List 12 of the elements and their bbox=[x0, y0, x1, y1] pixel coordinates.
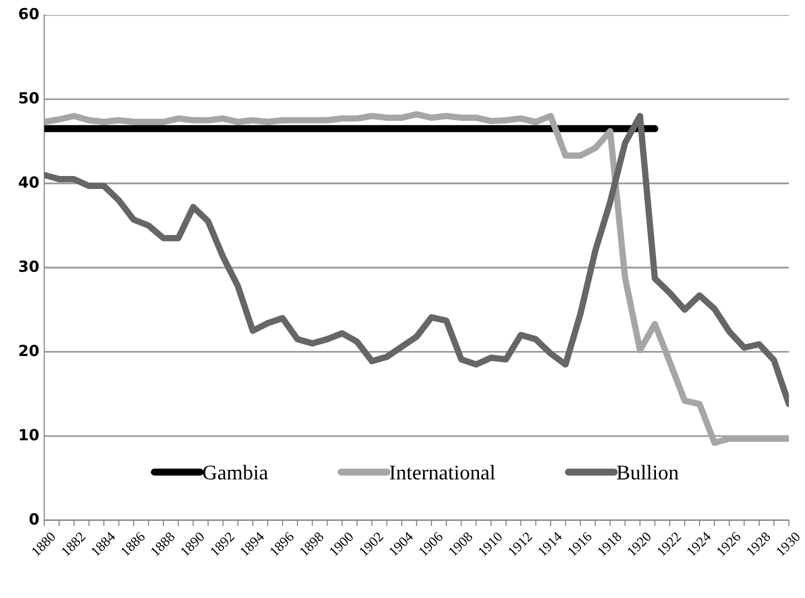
y-tick-label: 0 bbox=[30, 513, 39, 525]
x-tick-label: 1928 bbox=[746, 531, 772, 556]
y-tick-label: 20 bbox=[19, 344, 39, 356]
y-tick-label: 30 bbox=[19, 260, 39, 272]
y-tick-label: 10 bbox=[20, 428, 39, 440]
legend-label: Bullion bbox=[616, 464, 679, 480]
y-tick-label: 40 bbox=[18, 176, 39, 188]
x-tick-label: 1900 bbox=[329, 531, 354, 556]
legend-label: Gambia bbox=[203, 464, 268, 480]
y-tick-label: 60 bbox=[19, 8, 39, 20]
legend-label: International bbox=[390, 464, 496, 480]
y-tick-label: 50 bbox=[19, 92, 39, 104]
